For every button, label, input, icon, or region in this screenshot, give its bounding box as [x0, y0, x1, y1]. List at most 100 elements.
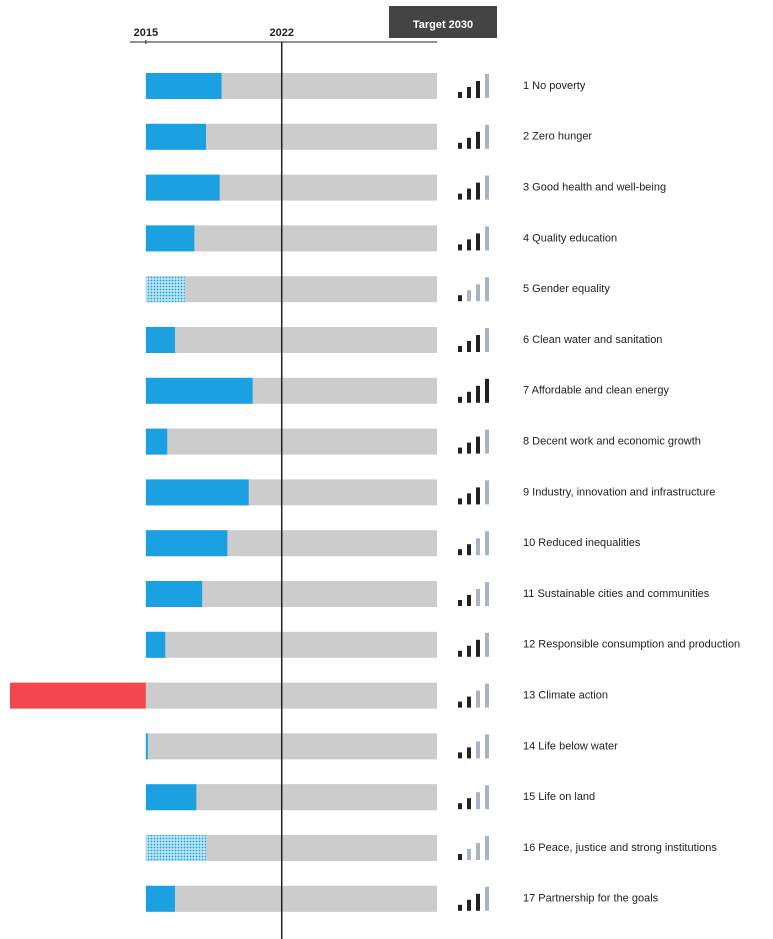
signal-bar [485, 582, 489, 606]
signal-bar [485, 277, 489, 302]
category-label: 5 Gender equality [523, 283, 610, 295]
signal-bar [467, 595, 471, 606]
signal-bar [485, 429, 489, 454]
signal-bar [476, 893, 480, 911]
x-tick-label: 2015 [134, 27, 158, 39]
signal-bar [476, 436, 480, 454]
category-label: 6 Clean water and sanitation [523, 334, 662, 346]
bar [145, 123, 207, 150]
signal-bar [467, 188, 471, 200]
signal-bar [476, 335, 480, 352]
bar [145, 530, 228, 557]
track [145, 733, 437, 760]
bar [145, 784, 197, 811]
signal-bar [467, 899, 471, 911]
signal-bar [476, 639, 480, 657]
signal-bar [476, 589, 480, 606]
signal-bar [476, 538, 480, 556]
signal-bar [467, 696, 471, 708]
signal-bar [458, 295, 462, 302]
bar [145, 428, 168, 455]
signal-bar [467, 849, 471, 860]
bar [145, 174, 220, 201]
signal-bar [476, 284, 480, 302]
signal-bar [476, 182, 480, 200]
signal-bar [476, 843, 480, 860]
category-label: 15 Life on land [523, 791, 595, 803]
signal-bar [476, 233, 480, 251]
bar [145, 631, 166, 658]
signal-bar [476, 487, 480, 505]
signal-bar [467, 391, 471, 403]
signal-bar [485, 836, 489, 860]
category-label: 7 Affordable and clean energy [523, 385, 669, 397]
signal-bar [458, 498, 462, 505]
signal-bar [476, 792, 480, 810]
signal-bar [485, 74, 489, 98]
bar [145, 835, 207, 861]
category-label: 9 Industry, innovation and infrastructur… [523, 486, 715, 498]
signal-bar [458, 600, 462, 606]
category-label: 16 Peace, justice and strong institution… [523, 842, 717, 854]
track [145, 631, 437, 658]
signal-bar [485, 124, 489, 149]
signal-bar [485, 886, 489, 911]
signal-bar [476, 690, 480, 708]
signal-bar [476, 81, 480, 98]
bar [145, 885, 175, 912]
signal-bar [485, 683, 489, 708]
category-label: 13 Climate action [523, 690, 608, 702]
signal-bar [467, 341, 471, 352]
category-label: 1 No poverty [523, 80, 586, 92]
bar [145, 479, 249, 506]
category-label: 2 Zero hunger [523, 131, 592, 143]
category-label: 3 Good health and well-being [523, 182, 666, 194]
target-box [389, 6, 497, 38]
signal-bar [476, 741, 480, 759]
signal-bar [458, 854, 462, 860]
signal-bar [458, 701, 462, 708]
bar [145, 733, 148, 760]
category-label: 8 Decent work and economic growth [523, 436, 701, 448]
signal-bar [476, 131, 480, 149]
signal-bar [458, 650, 462, 657]
signal-bar [467, 290, 471, 302]
signal-bar [485, 785, 489, 810]
signal-bar [467, 747, 471, 759]
bar [145, 327, 175, 353]
track [145, 428, 437, 455]
signal-bar [458, 447, 462, 454]
signal-bar [467, 137, 471, 149]
signal-bar [467, 645, 471, 657]
bar [145, 276, 185, 303]
signal-bar [467, 442, 471, 454]
signal-bar [485, 328, 489, 352]
signal-bar [476, 385, 480, 403]
bar [145, 73, 222, 99]
signal-bar [485, 226, 489, 251]
bar [145, 377, 253, 404]
signal-bar [467, 87, 471, 98]
signal-bar [485, 632, 489, 657]
signal-bar [485, 734, 489, 759]
signal-bar [485, 480, 489, 505]
category-label: 17 Partnership for the goals [523, 893, 659, 905]
track [145, 276, 437, 303]
category-label: 4 Quality education [523, 232, 617, 244]
signal-bar [458, 142, 462, 149]
signal-bar [485, 378, 489, 403]
category-label: 10 Reduced inequalities [523, 537, 641, 549]
signal-bar [485, 175, 489, 200]
bar [10, 682, 146, 709]
signal-bar [485, 531, 489, 556]
signal-bar [467, 493, 471, 505]
track [145, 327, 437, 353]
signal-bar [467, 798, 471, 810]
track [145, 885, 437, 912]
bar [145, 225, 195, 252]
signal-bar [458, 193, 462, 200]
x-tick-label: 2022 [269, 27, 293, 39]
category-label: 11 Sustainable cities and communities [523, 588, 710, 600]
x-tick-label: Target 2030 [413, 19, 473, 31]
